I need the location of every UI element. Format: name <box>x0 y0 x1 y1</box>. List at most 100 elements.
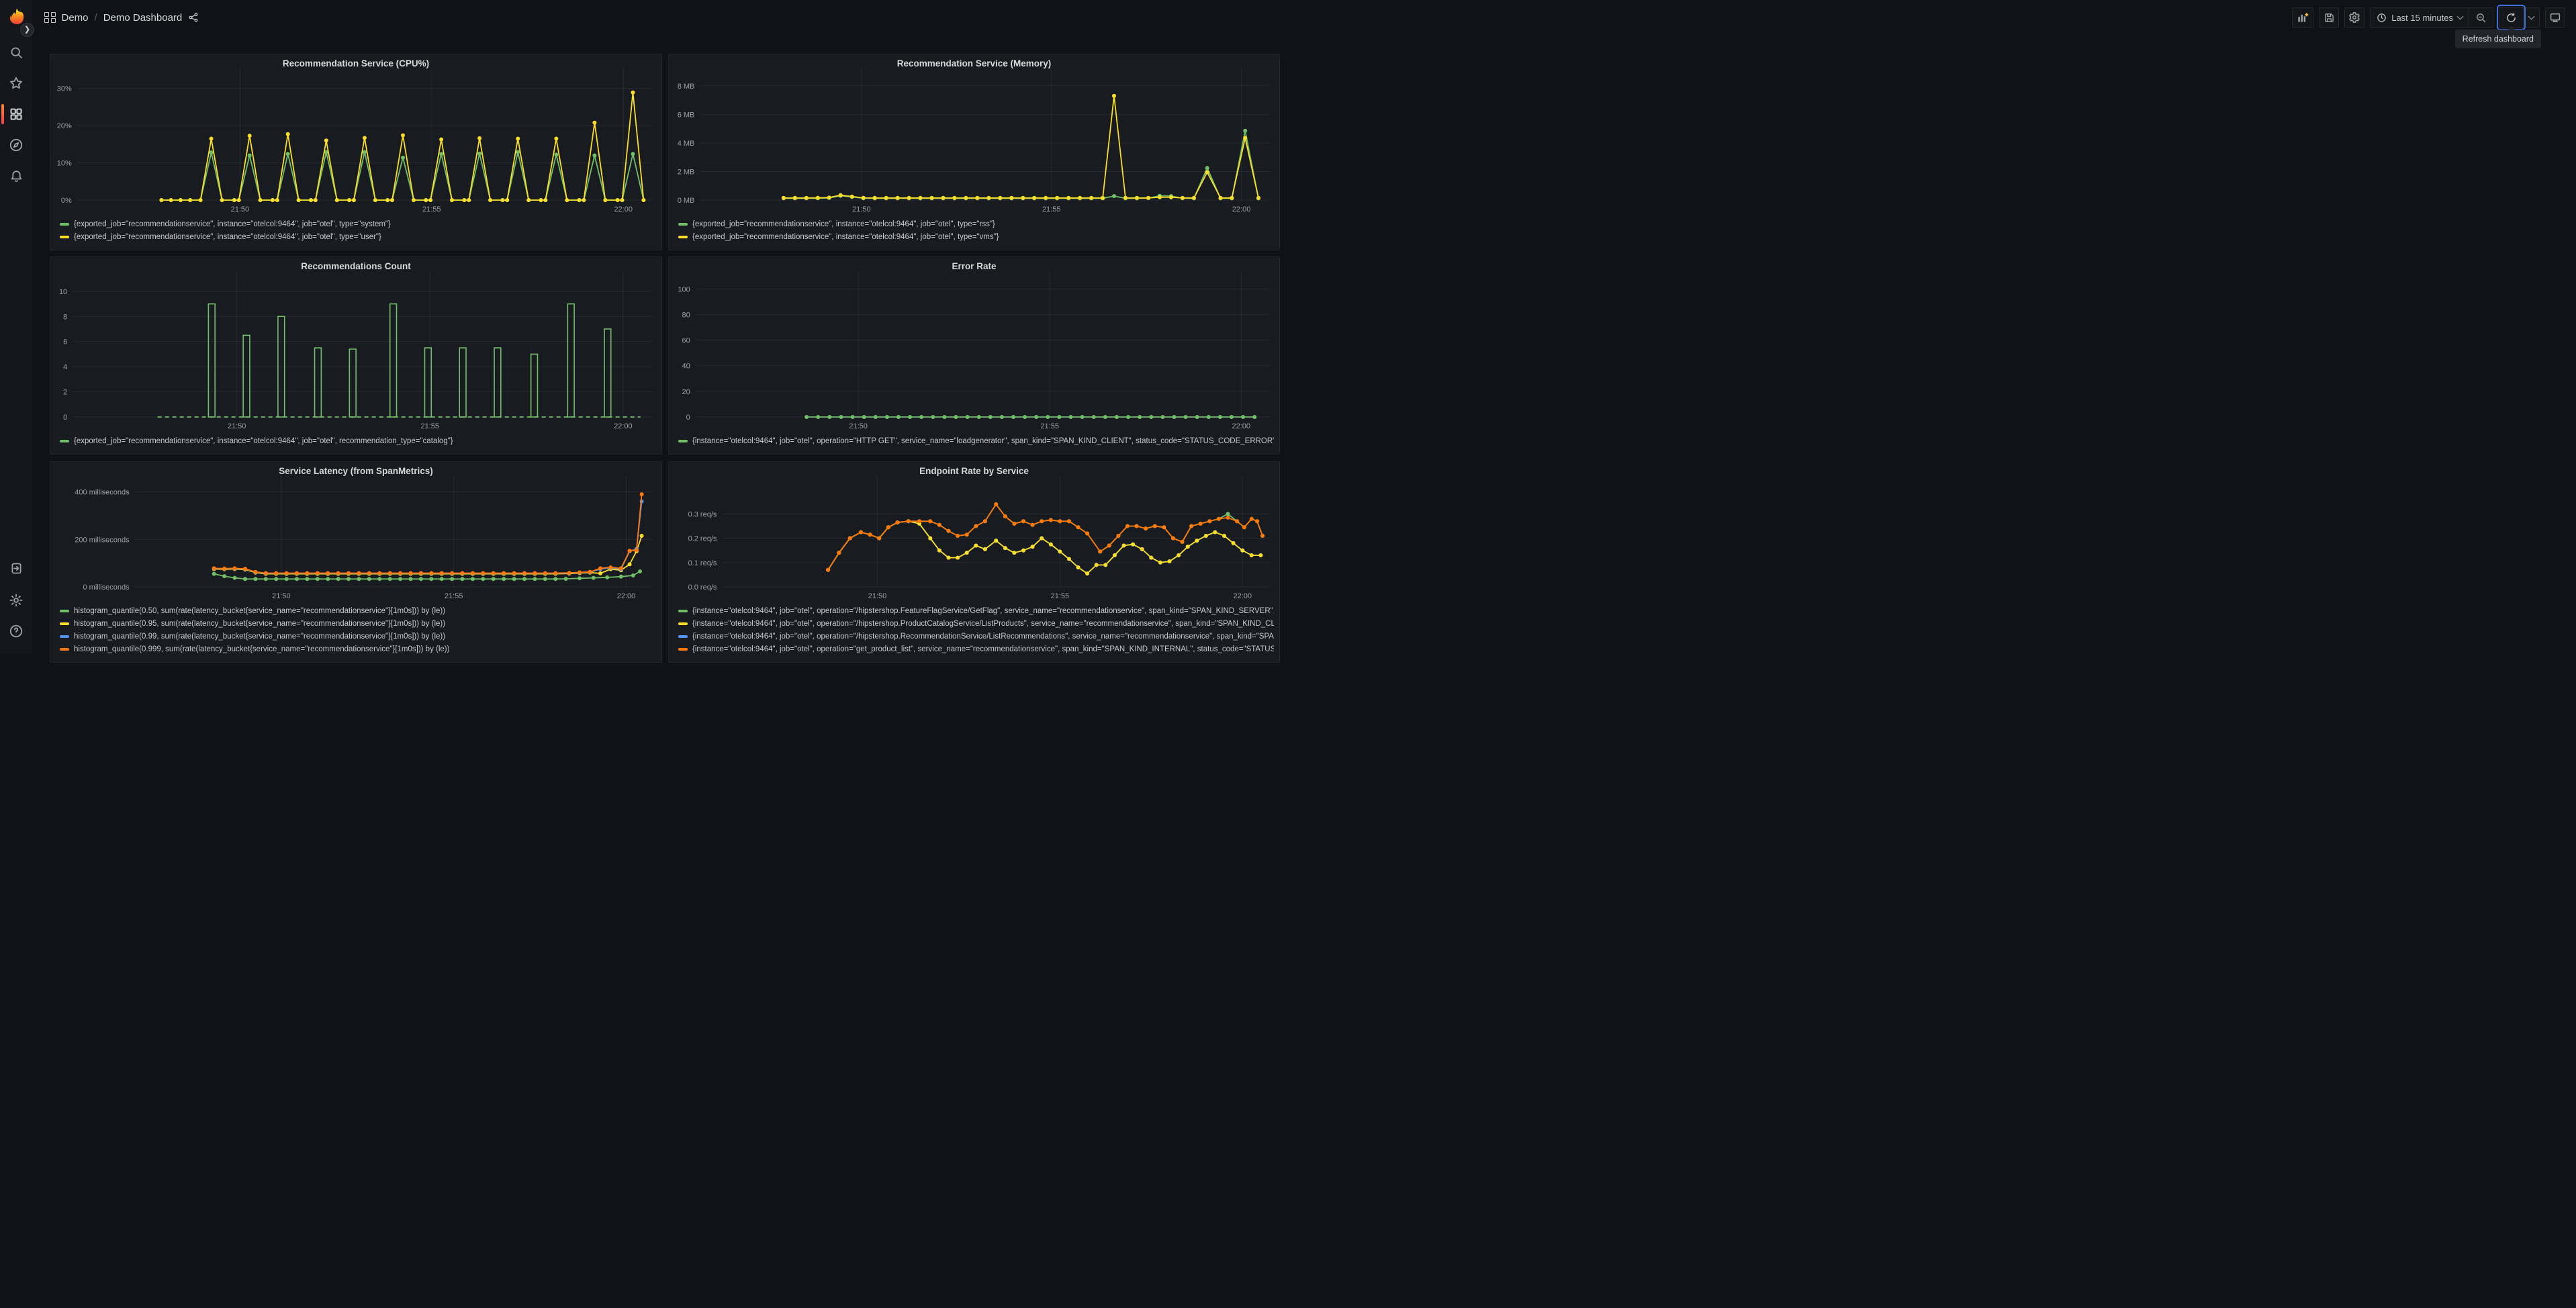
data-point <box>1198 521 1203 526</box>
legend-item[interactable]: histogram_quantile(0.999, sum(rate(laten… <box>60 643 656 655</box>
data-point <box>956 555 960 560</box>
panel-title[interactable]: Recommendation Service (CPU%) <box>282 58 430 68</box>
data-point <box>198 198 203 202</box>
series-line-list-products <box>827 520 1261 575</box>
legend-item[interactable]: {exported_job="recommendationservice", i… <box>678 218 1274 230</box>
panel-title[interactable]: Endpoint Rate by Service <box>919 466 1029 476</box>
data-point <box>804 195 809 200</box>
data-point <box>275 198 279 202</box>
legend-item[interactable]: {instance="otelcol:9464", job="otel", op… <box>678 630 1274 643</box>
panel-title[interactable]: Service Latency (from SpanMetrics) <box>279 466 433 476</box>
data-point <box>1112 194 1116 198</box>
data-point <box>512 577 516 581</box>
data-point <box>639 534 644 538</box>
sidebar-item-explore[interactable] <box>0 132 32 158</box>
sidebar-item-settings[interactable] <box>0 587 32 614</box>
data-point <box>1222 534 1226 538</box>
legend-item[interactable]: histogram_quantile(0.95, sum(rate(latenc… <box>60 617 656 630</box>
data-point <box>974 524 978 528</box>
grafana-logo[interactable] <box>8 8 26 26</box>
breadcrumb-folder[interactable]: Demo <box>61 11 89 24</box>
legend-item[interactable]: {exported_job="recommendationservice", i… <box>60 434 656 447</box>
data-point <box>877 536 882 541</box>
data-point <box>336 571 340 575</box>
data-point <box>1226 512 1230 516</box>
legend-item[interactable]: {exported_job="recommendationservice", i… <box>60 230 656 243</box>
sidebar-item-sign-in[interactable] <box>0 555 32 581</box>
refresh-dashboard-button[interactable] <box>2497 5 2526 30</box>
panel-title[interactable]: Error Rate <box>952 261 997 271</box>
data-point <box>1003 546 1007 551</box>
data-point <box>502 571 506 575</box>
legend-item[interactable]: {instance="otelcol:9464", job="otel", op… <box>678 604 1274 617</box>
panel-title[interactable]: Recommendations Count <box>301 261 411 271</box>
data-point <box>1012 551 1017 555</box>
y-tick-label: 6 <box>63 338 67 346</box>
y-tick-label: 80 <box>682 311 690 319</box>
data-point <box>324 138 328 143</box>
share-icon[interactable] <box>188 12 199 23</box>
bar <box>494 347 502 418</box>
legend-item[interactable]: {instance="otelcol:9464", job="otel", op… <box>678 617 1274 630</box>
sidebar-item-alerting[interactable] <box>0 162 32 189</box>
legend-item[interactable]: {exported_job="recommendationservice", i… <box>678 230 1274 243</box>
data-point <box>1172 415 1177 419</box>
data-point <box>491 571 496 575</box>
data-point <box>429 577 434 581</box>
data-point <box>638 569 642 573</box>
panel-legend: {exported_job="recommendationservice", i… <box>678 218 1274 243</box>
data-point <box>243 577 247 581</box>
apps-grid-icon[interactable] <box>44 11 56 24</box>
sidebar-expand-button[interactable]: ❯ <box>20 23 34 37</box>
x-tick-label: 22:00 <box>1232 422 1250 430</box>
data-point <box>258 198 263 202</box>
save-dashboard-button[interactable] <box>2319 7 2340 28</box>
data-point <box>390 198 394 202</box>
data-point <box>918 195 923 200</box>
data-point <box>450 571 455 575</box>
sidebar-item-starred[interactable] <box>0 70 32 97</box>
data-point <box>919 415 924 419</box>
data-point <box>232 575 237 580</box>
chart-canvas: 0 20 40 60 80 100 21:50 21:55 22:00 <box>678 271 1270 430</box>
breadcrumb-separator: / <box>94 11 97 24</box>
save-icon <box>2324 13 2334 22</box>
data-point <box>631 152 635 156</box>
data-point <box>418 571 423 575</box>
data-point <box>512 571 516 575</box>
legend-item[interactable]: {instance="otelcol:9464", job="otel", op… <box>678 643 1274 655</box>
breadcrumb-dashboard[interactable]: Demo Dashboard <box>103 11 183 24</box>
data-point <box>1131 542 1136 547</box>
data-point <box>1094 563 1099 567</box>
legend-item[interactable]: histogram_quantile(0.50, sum(rate(latenc… <box>60 604 656 617</box>
zoom-out-button[interactable] <box>2469 8 2493 27</box>
x-tick-label: 21:50 <box>852 205 871 214</box>
data-point <box>954 415 958 419</box>
data-point <box>553 577 558 581</box>
sidebar-item-search[interactable] <box>0 39 32 66</box>
y-tick-label: 0.3 req/s <box>688 510 717 518</box>
legend-item[interactable]: {exported_job="recommendationservice", i… <box>60 218 656 230</box>
time-range-button[interactable]: Last 15 minutes <box>2371 8 2469 27</box>
legend-item[interactable]: {instance="otelcol:9464", job="otel", op… <box>678 434 1274 447</box>
data-point <box>908 415 913 419</box>
data-point <box>1066 519 1071 524</box>
data-point <box>439 137 444 142</box>
legend-item[interactable]: histogram_quantile(0.99, sum(rate(latenc… <box>60 630 656 643</box>
dashboard-settings-button[interactable] <box>2344 7 2365 28</box>
data-point <box>1091 415 1096 419</box>
data-point <box>859 530 863 534</box>
refresh-interval-dropdown[interactable] <box>2524 8 2539 27</box>
sign-in-icon <box>11 563 21 573</box>
data-point <box>470 577 475 581</box>
x-tick-label: 22:00 <box>1233 592 1252 600</box>
data-point <box>305 571 310 575</box>
panel-title[interactable]: Recommendation Service (Memory) <box>896 58 1052 68</box>
active-indicator <box>1 104 4 124</box>
sidebar-item-help[interactable] <box>0 618 32 645</box>
add-panel-button[interactable] <box>2292 7 2314 28</box>
cycle-view-mode-button[interactable] <box>2545 7 2565 28</box>
data-point <box>488 198 493 202</box>
x-tick-label: 21:55 <box>1042 205 1061 214</box>
sidebar-item-dashboards[interactable] <box>0 101 32 128</box>
